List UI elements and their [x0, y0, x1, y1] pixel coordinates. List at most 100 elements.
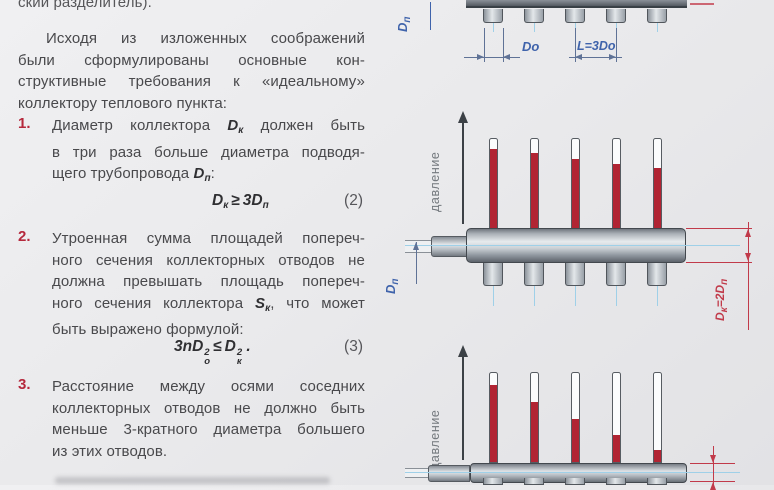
dim-arrow — [503, 54, 510, 60]
equation-3-body: 3nD 2 о ≤ D 2 к . — [174, 338, 251, 367]
list-item-1: Диаметр коллектора Dк должен быть в три … — [52, 115, 365, 190]
pressure-fill — [531, 402, 538, 462]
pressure-fill — [572, 419, 579, 462]
centerline — [493, 23, 494, 32]
outlet-stub — [647, 9, 667, 23]
manometer-tube — [530, 138, 539, 229]
text-line: ного сечения коллектора Sк, что может — [52, 293, 365, 320]
outlet-stub — [647, 263, 667, 286]
dim-arrow — [413, 242, 419, 250]
dimension-extension-line — [503, 28, 504, 62]
dim-arrow — [710, 455, 716, 463]
outlet-stub — [524, 478, 544, 485]
dimension-extension-line — [690, 481, 735, 482]
dim-arrow — [477, 54, 484, 60]
pressure-axis — [462, 122, 464, 224]
variable-sk: Sк — [254, 294, 271, 314]
intro-paragraph: Исходя из изложенных соображений были сф… — [18, 28, 365, 114]
text-line: Исходя из изложенных соображений — [46, 30, 365, 47]
bottom-manometer-tubes — [400, 340, 774, 485]
text-line: были сформулированы основные кон- — [18, 51, 365, 69]
pressure-fill — [654, 168, 661, 228]
dn-label-underline — [430, 2, 431, 30]
outlet-stub — [606, 478, 626, 485]
dim-arrow — [575, 54, 582, 60]
dim-arrow — [745, 253, 751, 261]
equation-3: 3nD 2 о ≤ D 2 к . (3) — [52, 338, 365, 366]
text-segment: щего трубопровода — [52, 165, 194, 182]
diagram-panel: Dп Do L=3Do давление — [383, 0, 774, 490]
outlet-stub — [565, 478, 585, 485]
text-line: в три раза больше диаметра подводя- — [52, 143, 365, 161]
outlet-stub — [483, 478, 503, 485]
manometer-tube — [530, 372, 539, 463]
outlet-stub — [565, 9, 585, 23]
pressure-fill — [613, 163, 620, 228]
centerline — [534, 23, 535, 32]
pressure-fill — [490, 148, 497, 228]
text-line: щего трубопровода Dп: — [52, 163, 365, 190]
outlet-stub — [606, 263, 626, 286]
centerline — [405, 472, 740, 473]
dim-arrow — [710, 482, 716, 490]
text-segment: ного сечения коллектора — [52, 294, 255, 312]
inlet-pipe-cut — [405, 468, 429, 478]
equation-number: (2) — [344, 192, 363, 209]
manometer-tube — [612, 372, 621, 463]
centerline — [657, 23, 658, 32]
dimension-extension-line — [686, 228, 752, 229]
centerline — [575, 23, 576, 32]
dimension-extension-line — [616, 28, 617, 62]
pressure-fill — [490, 385, 497, 462]
manometer-tube — [653, 372, 662, 463]
diagram-top-manifold-bottom: Dп Do L=3Do — [395, 0, 774, 70]
l-dimension-label: L=3Do — [577, 39, 616, 53]
text-line: Диаметр коллектора Dк должен быть — [52, 115, 365, 142]
text-line: должна превышать площадь попереч- — [52, 273, 365, 290]
text-line: ного сечения коллекторных отводов не — [52, 251, 365, 269]
manifold-body-cut — [466, 0, 687, 8]
dk-dimension-label: Dк=2Dп — [713, 278, 730, 321]
outlet-stub — [524, 9, 544, 23]
inlet-pipe-head — [431, 236, 467, 257]
equation-2: Dк ≥3Dп (2) — [52, 192, 365, 211]
dimension-extension-line — [575, 28, 576, 62]
manometer-tube — [612, 138, 621, 229]
cut-red-dimension-fragment — [690, 3, 714, 5]
pressure-axis-arrow — [458, 345, 468, 357]
equation-2-body: Dк ≥3Dп — [212, 192, 269, 211]
text-line: быть выражено формулой: — [52, 321, 244, 338]
outlet-stub — [483, 9, 503, 23]
manometer-tube — [653, 138, 662, 229]
list-item-2: Утроенная сумма площадей попереч- ного с… — [52, 228, 365, 341]
dim-arrow — [745, 229, 751, 237]
variable-dk: Dк — [227, 117, 244, 136]
outlet-stub — [606, 9, 626, 23]
outlet-stub — [524, 263, 544, 286]
diagram-middle-ideal-collector: давление Dп — [383, 0, 774, 340]
list-number-1: 1. — [18, 115, 31, 132]
text-line: коллекторных отводов не должно быть — [52, 399, 365, 417]
pressure-fill — [613, 435, 620, 462]
centerline — [405, 245, 740, 246]
text-segment: должен быть — [243, 117, 365, 134]
dimension-line — [713, 446, 714, 485]
manometer-tube — [489, 372, 498, 463]
dimension-extension-line — [690, 463, 735, 464]
middle-manometer-tubes — [400, 0, 774, 340]
equation-number: (3) — [344, 338, 363, 355]
pressure-axis — [462, 356, 464, 460]
centerline — [616, 23, 617, 32]
text-line: из этих отводов. — [52, 442, 168, 460]
text-segment: : — [210, 165, 215, 182]
dn-label: Dп — [383, 278, 401, 295]
text-segment: , что может — [270, 294, 365, 312]
manometer-tube — [571, 372, 580, 463]
text-line: коллектору теплового пункта: — [18, 94, 228, 112]
dimension-extension-line — [686, 262, 752, 263]
variable-dn: Dп — [193, 165, 211, 184]
pressure-fill — [654, 450, 661, 462]
manometer-tube — [571, 138, 580, 229]
list-item-3: Расстояние между осями соседних коллекто… — [52, 376, 365, 462]
text-line: Утроенная сумма площадей попереч- — [52, 230, 365, 247]
